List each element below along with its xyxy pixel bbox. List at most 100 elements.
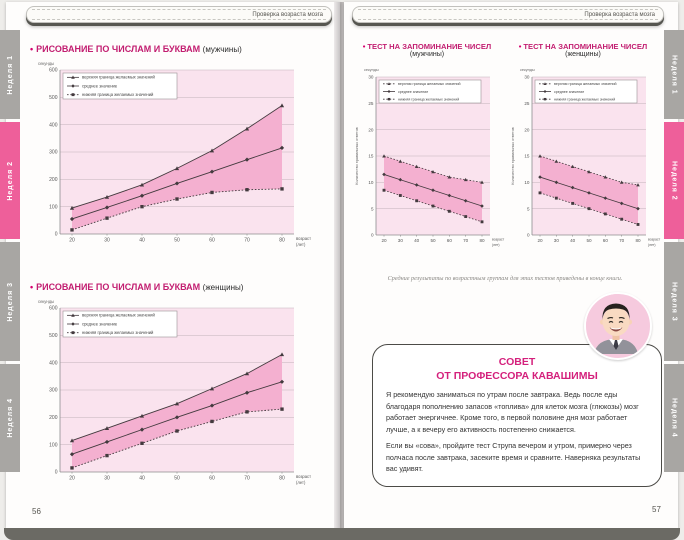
svg-text:25: 25 [524,101,530,106]
svg-text:300: 300 [49,150,58,156]
svg-text:среднее значение: среднее значение [82,321,118,326]
chart-block-memory-women: • ТЕСТ НА ЗАПОМИНАНИЕ ЧИСЕЛ (женщины) 0 5 1… [508,42,661,261]
bullet-icon: • [518,42,522,51]
page-number-right: 57 [652,505,661,514]
svg-text:10: 10 [524,180,530,185]
bullet-icon: • [30,282,34,292]
tab-week-3-right: Неделя 3 [664,242,684,361]
advice-box: СОВЕТ ОТ ПРОФЕССОРА КАВАШИМЫ Я рекоменду… [372,344,662,487]
svg-text:200: 200 [49,415,58,421]
tab-week-3-left: Неделя 3 [0,242,20,361]
svg-text:60: 60 [603,238,609,243]
advice-paragraph-1: Я рекомендую заниматься по утрам после з… [386,390,639,434]
tab-week-1-left: Неделя 1 [0,30,20,119]
chart-title-drawing-men: • РИСОВАНИЕ ПО ЧИСЛАМ И БУКВАМ (мужчины) [30,44,242,54]
svg-text:Количество правильных ответов: Количество правильных ответов [355,128,359,185]
svg-text:70: 70 [244,476,250,482]
banner-title: Проверка возраста мозга [252,11,323,18]
svg-text:50: 50 [174,238,180,244]
svg-text:40: 40 [570,238,576,243]
svg-text:среднее значение: среднее значение [554,90,584,94]
svg-text:20: 20 [524,128,530,133]
svg-text:80: 80 [635,238,641,243]
svg-text:секунды: секунды [520,68,535,72]
svg-text:60: 60 [209,238,215,244]
svg-text:50: 50 [430,238,436,243]
chart-block-drawing-men: • РИСОВАНИЕ ПО ЧИСЛАМ И БУКВАМ (мужчины) … [30,44,332,256]
svg-text:20: 20 [368,128,374,133]
svg-text:секунды: секунды [38,61,54,66]
left-page: Проверка возраста мозга • РИСОВАНИЕ ПО ЧИ… [6,2,340,528]
svg-text:возраст: возраст [492,238,505,242]
svg-text:возраст: возраст [296,236,311,241]
svg-text:секунды: секунды [38,299,54,304]
svg-text:70: 70 [244,238,250,244]
svg-text:(лет): (лет) [492,243,500,247]
svg-text:70: 70 [463,238,469,243]
svg-text:30: 30 [104,238,110,244]
svg-text:нижняя граница желаемых значен: нижняя граница желаемых значений [82,92,154,97]
svg-text:60: 60 [209,476,215,482]
banner-stitch [358,9,658,20]
book-bottom-edge [4,528,680,540]
svg-text:80: 80 [279,476,285,482]
svg-text:600: 600 [49,68,58,74]
header-banner-right: Проверка возраста мозга [352,6,664,23]
svg-text:20: 20 [69,238,75,244]
svg-text:70: 70 [619,238,625,243]
banner-title: Проверка возраста мозга [584,11,655,18]
svg-text:400: 400 [49,122,58,128]
advice-paragraph-2: Если вы «сова», пройдите тест Струпа веч… [386,441,641,474]
svg-text:40: 40 [414,238,420,243]
memory-men-chart: 0 5 10 15 20 25 30 20 30 40 50 60 70 80 возраст(лет) се… [355,68,505,247]
svg-text:500: 500 [49,95,58,101]
svg-text:10: 10 [368,180,374,185]
svg-text:30: 30 [398,238,404,243]
svg-text:400: 400 [49,360,58,366]
svg-text:верхняя граница желаемых значе: верхняя граница желаемых значений [82,313,155,318]
chart-title-memory-men: • ТЕСТ НА ЗАПОМИНАНИЕ ЧИСЕЛ (мужчины) [362,42,492,59]
svg-text:15: 15 [368,154,374,159]
bullet-icon: • [30,44,34,54]
svg-text:верхняя граница желаемых значе: верхняя граница желаемых значений [554,82,617,86]
svg-text:(лет): (лет) [648,243,656,247]
tab-week-2-left: Неделя 2 [0,122,20,239]
svg-text:среднее значение: среднее значение [82,83,118,88]
svg-text:20: 20 [381,238,387,243]
header-banner-left: Проверка возраста мозга [26,6,332,23]
svg-text:300: 300 [49,388,58,394]
svg-text:500: 500 [49,333,58,339]
professor-avatar [584,292,652,360]
tab-week-4-left: Неделя 4 [0,364,20,472]
svg-text:50: 50 [174,476,180,482]
svg-text:15: 15 [524,154,530,159]
svg-text:80: 80 [279,238,285,244]
professor-face-icon [586,294,646,354]
tab-week-1-right: Неделя 1 [664,30,684,119]
svg-text:100: 100 [49,204,58,210]
chart-title-memory-women: • ТЕСТ НА ЗАПОМИНАНИЕ ЧИСЕЛ (женщины) [518,42,648,59]
svg-text:(лет): (лет) [296,242,306,247]
advice-body: Я рекомендую заниматься по утрам после з… [373,383,661,475]
bullet-icon: • [362,42,366,51]
svg-text:20: 20 [537,238,543,243]
svg-text:нижняя граница желаемых значен: нижняя граница желаемых значений [398,98,459,102]
memory-women-chart: 0 5 10 15 20 25 30 20 30 40 50 60 70 80 возраст(лет) се… [511,68,661,247]
svg-text:0: 0 [371,233,374,238]
svg-text:30: 30 [554,238,560,243]
svg-text:возраст: возраст [648,238,661,242]
svg-text:100: 100 [49,442,58,448]
svg-text:0: 0 [527,233,530,238]
svg-text:5: 5 [527,207,530,212]
svg-text:нижняя граница желаемых значен: нижняя граница желаемых значений [554,98,615,102]
svg-text:Количество правильных ответов: Количество правильных ответов [511,128,515,185]
svg-text:верхняя граница желаемых значе: верхняя граница желаемых значений [398,82,461,86]
svg-text:40: 40 [139,476,145,482]
chart-block-drawing-women: • РИСОВАНИЕ ПО ЧИСЛАМ И БУКВАМ (женщины) … [30,282,332,494]
svg-text:0: 0 [55,470,58,476]
svg-text:0: 0 [55,232,58,238]
svg-text:секунды: секунды [364,68,379,72]
chart-title-drawing-women: • РИСОВАНИЕ ПО ЧИСЛАМ И БУКВАМ (женщины) [30,282,244,292]
svg-text:30: 30 [104,476,110,482]
